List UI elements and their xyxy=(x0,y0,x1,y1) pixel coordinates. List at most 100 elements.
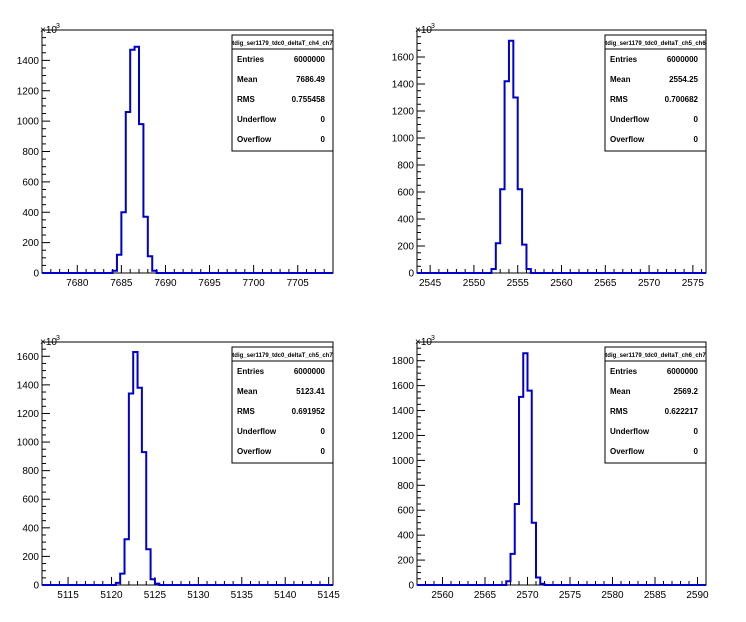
stats-rms-label: RMS xyxy=(610,407,628,416)
y-tick-label: 0 xyxy=(408,581,414,592)
x-tick-label: 5135 xyxy=(231,590,254,601)
y-tick-label: 0 xyxy=(408,269,414,280)
x-tick-label: 2545 xyxy=(419,278,442,289)
y-tick-label: 600 xyxy=(397,188,414,199)
y-exponent-label: ×10 xyxy=(415,337,432,348)
stats-rms-label: RMS xyxy=(237,95,255,104)
histogram-bin xyxy=(146,549,150,585)
histogram-bin xyxy=(151,579,155,585)
stats-underflow-value: 0 xyxy=(694,115,699,124)
stats-box: tdig_ser1179_tdc0_deltaT_ch6_ch7 Entries 6… xyxy=(604,346,707,464)
stats-box-frame xyxy=(604,346,707,464)
stats-underflow-value: 0 xyxy=(694,427,699,436)
histogram-bin xyxy=(532,523,536,585)
stats-mean-label: Mean xyxy=(237,75,258,84)
y-exponent-label: ×10 xyxy=(415,25,432,36)
x-tick-label: 5145 xyxy=(318,590,341,601)
y-tick-label: 0 xyxy=(33,269,39,280)
x-tick-label: 5125 xyxy=(144,590,167,601)
y-tick-label: 200 xyxy=(22,552,39,563)
stats-entries-label: Entries xyxy=(237,55,265,64)
stats-rms-value: 0.755458 xyxy=(292,95,326,104)
histogram-bin xyxy=(500,189,504,273)
stats-mean-label: Mean xyxy=(237,387,258,396)
histogram-panel: 2560 2565 2570 2575 2580 2585 2590 0 200 400 600 80… xyxy=(392,335,709,601)
stats-underflow-value: 0 xyxy=(321,427,326,436)
x-tick-label: 2560 xyxy=(431,590,454,601)
x-tick-label: 5115 xyxy=(57,590,79,601)
stats-entries-value: 6000000 xyxy=(667,367,699,376)
y-tick-label: 1400 xyxy=(17,56,40,67)
histogram-title: tdig_ser1179_tdc0_deltaT_ch4_ch7 xyxy=(232,41,333,47)
histogram-bin xyxy=(509,41,513,273)
y-exponent-label: ×10 xyxy=(40,337,57,348)
histogram-bin xyxy=(536,578,540,585)
y-tick-label: 1600 xyxy=(17,352,40,363)
histogram-bin xyxy=(496,243,500,273)
stats-underflow-label: Underflow xyxy=(237,115,277,124)
histogram-bin xyxy=(125,539,129,585)
histogram-bin xyxy=(138,388,142,585)
stats-mean-value: 2554.25 xyxy=(669,75,698,84)
histogram-bin xyxy=(139,124,143,273)
y-tick-label: 1400 xyxy=(17,380,40,391)
y-tick-label: 1000 xyxy=(17,438,40,449)
y-tick-label: 1000 xyxy=(17,117,40,128)
stats-entries-label: Entries xyxy=(610,367,638,376)
stats-entries-value: 6000000 xyxy=(294,367,326,376)
histogram-bin xyxy=(116,583,120,585)
stats-rms-label: RMS xyxy=(237,407,255,416)
y-tick-label: 400 xyxy=(22,523,39,534)
histogram-bin xyxy=(135,47,139,273)
y-tick-label: 1800 xyxy=(392,356,415,367)
histogram-bin xyxy=(519,397,523,585)
stats-mean-value: 5123.41 xyxy=(296,387,325,396)
histogram-bin xyxy=(143,217,147,273)
stats-entries-label: Entries xyxy=(237,367,265,376)
y-tick-label: 1200 xyxy=(17,409,40,420)
x-tick-label: 7690 xyxy=(154,278,177,289)
histogram-bin xyxy=(526,269,530,273)
histogram-outline xyxy=(42,351,333,586)
stats-entries-label: Entries xyxy=(610,55,638,64)
y-tick-label: 1000 xyxy=(392,456,415,467)
stats-box: tdig_ser1179_tdc0_deltaT_ch4_ch7 Entries 6… xyxy=(231,34,334,152)
histogram-panel: 5115 5120 5125 5130 5135 5140 5145 0 200 400 600 80… xyxy=(17,335,340,601)
y-tick-label: 1600 xyxy=(392,53,415,64)
stats-mean-label: Mean xyxy=(610,387,631,396)
y-tick-label: 800 xyxy=(22,147,39,158)
stats-rms-value: 0.700682 xyxy=(665,95,699,104)
x-tick-label: 2570 xyxy=(516,590,539,601)
x-tick-label: 2555 xyxy=(507,278,530,289)
histogram-title: tdig_ser1179_tdc0_deltaT_ch5_ch7 xyxy=(232,353,333,359)
y-exponent-power: 3 xyxy=(431,23,435,30)
histogram-bin xyxy=(117,255,121,273)
stats-entries-value: 6000000 xyxy=(667,55,699,64)
y-tick-label: 400 xyxy=(397,215,414,226)
y-tick-label: 800 xyxy=(397,481,414,492)
stats-box: tdig_ser1179_tdc0_deltaT_ch5_ch7 Entries 6… xyxy=(231,346,334,464)
histogram-title: tdig_ser1179_tdc0_deltaT_ch5_ch6 xyxy=(605,41,706,47)
histogram-bin xyxy=(505,81,509,273)
histogram-bin xyxy=(129,393,133,585)
y-tick-label: 1400 xyxy=(392,80,415,91)
histogram-bin xyxy=(121,212,125,273)
y-tick-label: 800 xyxy=(397,161,414,172)
stats-box-frame xyxy=(231,34,334,152)
histogram-bin xyxy=(511,554,515,585)
y-exponent-label: ×10 xyxy=(40,25,57,36)
stats-overflow-label: Overflow xyxy=(237,447,272,456)
y-exponent-power: 3 xyxy=(56,335,60,342)
stats-underflow-label: Underflow xyxy=(610,115,650,124)
histogram-bin xyxy=(113,271,117,273)
histogram-bin xyxy=(506,581,510,585)
x-tick-label: 2550 xyxy=(463,278,486,289)
x-tick-label: 2585 xyxy=(644,590,667,601)
x-tick-label: 7680 xyxy=(66,278,89,289)
histogram-bin xyxy=(130,50,134,273)
x-tick-label: 5130 xyxy=(187,590,210,601)
stats-underflow-label: Underflow xyxy=(237,427,277,436)
histogram-bin xyxy=(148,256,152,273)
histogram-bin xyxy=(120,574,124,585)
